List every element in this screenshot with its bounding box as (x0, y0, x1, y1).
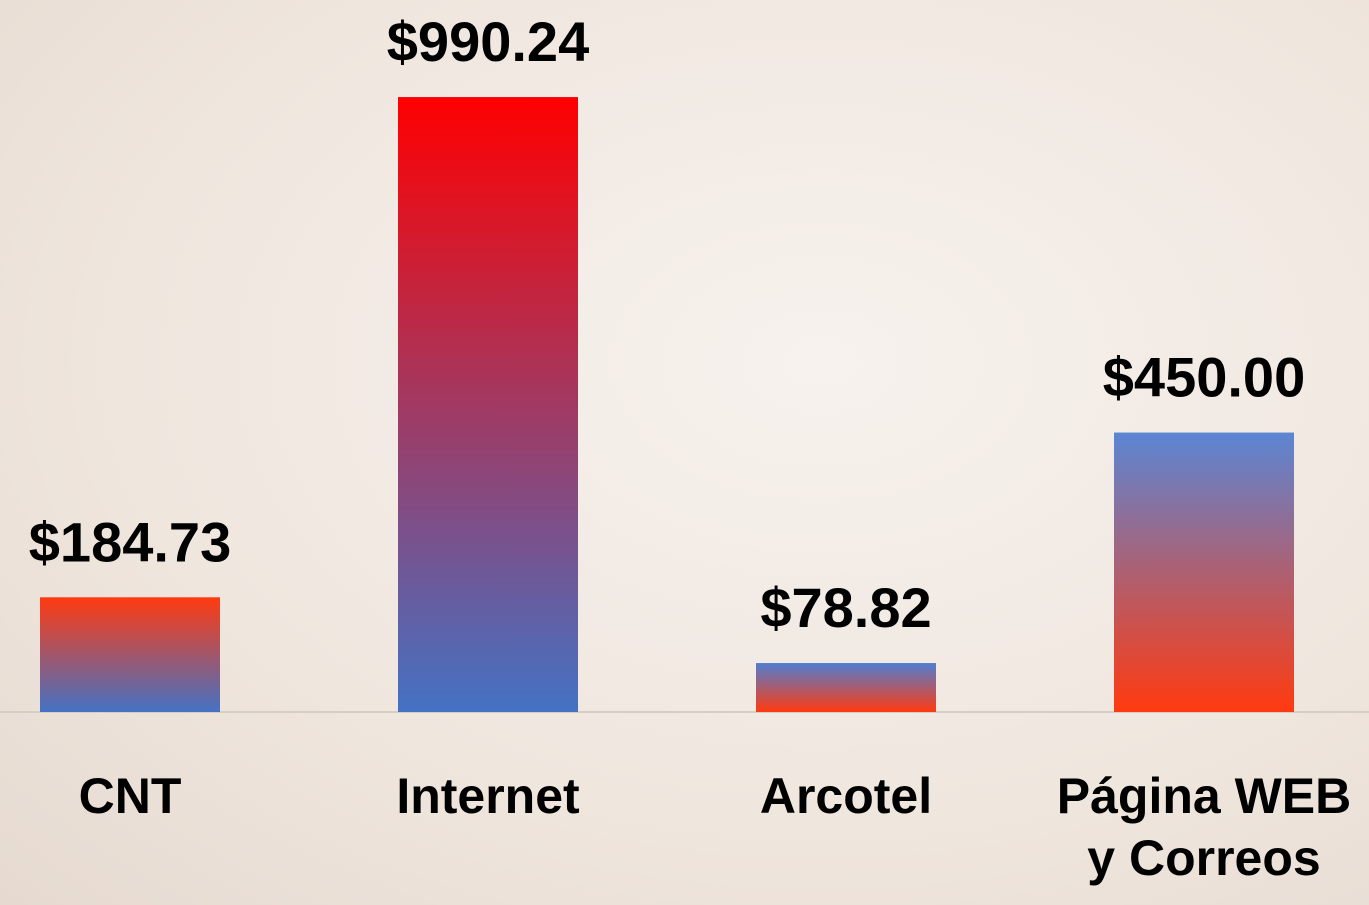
category-label: Arcotel (686, 765, 1006, 827)
value-label: $990.24 (387, 10, 589, 73)
bar (398, 97, 578, 712)
category-label: CNT (0, 765, 290, 827)
value-label: $78.82 (760, 576, 931, 639)
page: $184.73$990.24$78.82$450.00 (() => { con… (0, 0, 1369, 905)
value-label: $184.73 (29, 510, 231, 573)
bar (40, 597, 220, 712)
category-label: Página WEB y Correos (1044, 765, 1364, 889)
value-label: $450.00 (1103, 346, 1305, 409)
category-label: Internet (328, 765, 648, 827)
bar (756, 663, 936, 712)
bar (1114, 433, 1294, 712)
